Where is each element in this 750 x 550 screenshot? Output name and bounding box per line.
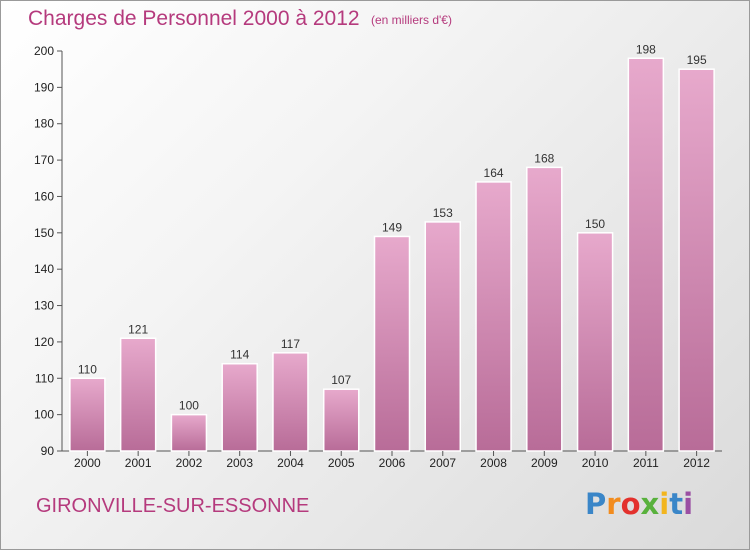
bar-2004[interactable] xyxy=(272,352,309,452)
logo-letter: t xyxy=(669,487,684,521)
bar-2002[interactable] xyxy=(170,413,208,452)
x-tick-label-2007: 2007 xyxy=(429,456,456,470)
data-label-2012: 195 xyxy=(687,53,707,67)
chart-subtitle: (en milliers d'€) xyxy=(371,13,452,27)
y-tick-label: 160 xyxy=(34,189,54,203)
bar-2001[interactable] xyxy=(119,337,157,452)
bar-2006[interactable] xyxy=(373,235,411,452)
chart-title: Charges de Personnel 2000 à 2012 xyxy=(28,7,360,30)
data-label-2002: 100 xyxy=(179,399,199,413)
x-tick-label-2012: 2012 xyxy=(683,456,710,470)
y-tick-label: 150 xyxy=(34,226,54,240)
x-tick-label-2006: 2006 xyxy=(379,456,406,470)
bar-2011[interactable] xyxy=(627,57,665,452)
x-tick-label-2010: 2010 xyxy=(582,456,609,470)
bar-2008[interactable] xyxy=(475,181,512,452)
bar-2010[interactable] xyxy=(576,232,614,452)
x-tick-label-2008: 2008 xyxy=(480,456,507,470)
logo-letter: i xyxy=(659,487,670,521)
y-tick-label: 190 xyxy=(34,80,54,94)
x-tick-label-2004: 2004 xyxy=(277,456,304,470)
x-tick-label-2003: 2003 xyxy=(226,456,253,470)
bar-2009[interactable] xyxy=(526,166,563,452)
x-tick-label-2002: 2002 xyxy=(176,456,203,470)
data-label-2006: 149 xyxy=(382,220,402,234)
data-label-2000: 110 xyxy=(78,362,97,376)
x-tick-label-2000: 2000 xyxy=(74,456,101,470)
data-label-2004: 117 xyxy=(281,337,300,351)
data-label-2010: 150 xyxy=(585,217,605,231)
bar-2000[interactable] xyxy=(69,377,106,452)
x-tick-label-2011: 2011 xyxy=(633,456,659,470)
y-tick-label: 110 xyxy=(35,371,54,385)
data-label-2008: 164 xyxy=(484,166,504,180)
y-tick-label: 140 xyxy=(34,262,54,276)
proxiti-logo[interactable]: Proxiti xyxy=(585,487,693,521)
x-tick-label-2001: 2001 xyxy=(125,456,152,470)
data-label-2001: 121 xyxy=(128,322,148,336)
y-tick-label: 120 xyxy=(34,335,54,349)
logo-letter: P xyxy=(585,487,607,521)
bar-2007[interactable] xyxy=(424,221,462,452)
data-label-2011: 198 xyxy=(636,42,656,56)
bar-2012[interactable] xyxy=(678,68,715,452)
data-label-2007: 153 xyxy=(433,206,453,220)
x-tick-label-2009: 2009 xyxy=(531,456,558,470)
y-tick-label: 170 xyxy=(34,153,54,167)
logo-letter: x xyxy=(640,487,660,521)
y-tick-label: 200 xyxy=(34,44,54,58)
logo-letter: i xyxy=(683,487,694,521)
logo-letter: r xyxy=(606,487,621,521)
data-label-2003: 114 xyxy=(230,348,249,362)
y-tick-label: 130 xyxy=(34,299,54,313)
x-tick-label-2005: 2005 xyxy=(328,456,355,470)
logo-letter: o xyxy=(620,487,641,521)
y-tick-label: 100 xyxy=(34,408,54,422)
commune-name: GIRONVILLE-SUR-ESSONNE xyxy=(36,495,310,517)
data-label-2009: 168 xyxy=(534,151,554,165)
data-label-2005: 107 xyxy=(331,373,351,387)
bar-2003[interactable] xyxy=(221,362,258,452)
y-tick-label: 180 xyxy=(34,117,54,131)
bar-2005[interactable] xyxy=(322,388,360,452)
y-tick-label: 90 xyxy=(41,444,55,458)
